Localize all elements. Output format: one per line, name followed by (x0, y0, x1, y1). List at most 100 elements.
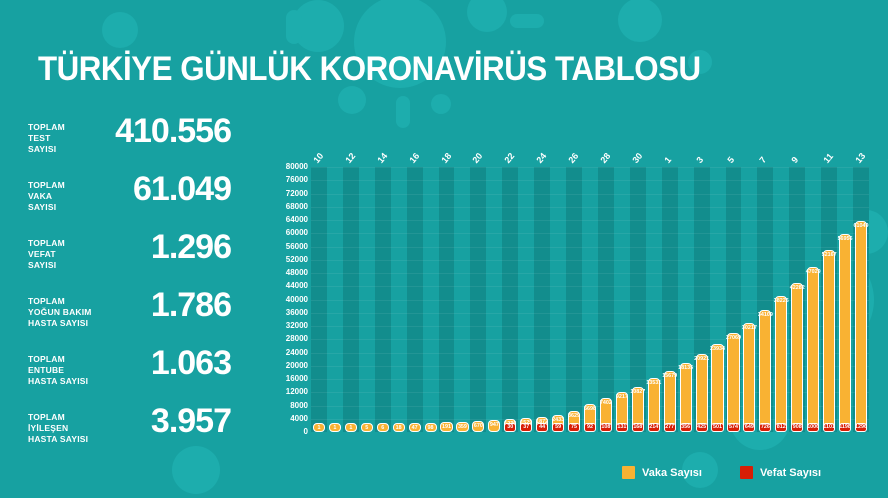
y-axis-tick: 40000 (285, 294, 308, 304)
case-bar-value: 3629 (568, 412, 581, 419)
x-axis-tick: 22 (502, 150, 517, 165)
death-bar: 812 (775, 423, 788, 432)
death-bar: 59 (552, 423, 565, 432)
case-bar-value: 38226 (773, 298, 789, 305)
case-bar-value: 5698 (583, 406, 596, 413)
gridline (311, 273, 869, 274)
death-bar-value: 131 (617, 424, 627, 430)
stat-card: TOPLAM YOĞUN BAKIM HASTA SAYISI 1.786 (28, 286, 253, 350)
stat-value: 410.556 (115, 112, 232, 150)
y-axis-tick: 76000 (285, 175, 308, 185)
case-bar-value: 5 (365, 424, 369, 431)
plot-stripe (502, 167, 519, 432)
stat-card: TOPLAM TEST SAYISI 410.556 (28, 112, 253, 176)
x-axis-tick: 16 (406, 150, 422, 165)
case-bar: 52167 (821, 250, 837, 432)
stat-card: TOPLAM ENTUBE HASTA SAYISI 1.063 (28, 344, 253, 408)
case-bar: 47 (408, 422, 421, 432)
case-bar: 38226 (773, 296, 789, 432)
y-axis-tick: 72000 (285, 188, 308, 198)
case-bar: 670 (472, 420, 485, 432)
x-axis-tick: 10 (311, 150, 326, 165)
gridline (311, 233, 869, 235)
gridline (311, 299, 869, 301)
death-bar: 92 (583, 423, 597, 432)
y-axis-tick: 52000 (285, 254, 308, 264)
plot-stripe (470, 167, 487, 432)
case-bar: 30217 (742, 322, 757, 432)
legend-item: Vaka Sayısı (622, 466, 702, 479)
death-bar: 75 (567, 423, 581, 432)
death-bar-value: 92 (586, 424, 593, 430)
death-bar-value: 1101 (823, 424, 835, 430)
death-bar-value: 1006 (807, 424, 820, 430)
case-bar: 98 (424, 422, 437, 432)
x-axis-tick: 13 (853, 150, 868, 165)
death-bar: 108 (599, 423, 612, 432)
case-bar: 42282 (790, 282, 805, 432)
gridline (311, 259, 869, 261)
gridline (311, 220, 869, 221)
death-bar-value: 1296 (855, 424, 868, 430)
stat-label: TOPLAM TEST SAYISI (28, 122, 65, 154)
stat-label: TOPLAM VEFAT SAYISI (28, 238, 65, 270)
death-bar-value: 726 (760, 424, 770, 430)
case-bar: 191 (440, 422, 453, 432)
case-bar-value: 34109 (757, 312, 773, 319)
case-bar: 27069 (726, 333, 741, 432)
y-axis-tick: 44000 (285, 281, 308, 291)
chart-legend: Vaka Sayısı Vefat Sayısı (622, 466, 821, 479)
stat-value: 3.957 (150, 402, 232, 440)
death-bar-value: 1198 (839, 424, 851, 430)
plot-stripe (661, 167, 678, 432)
plot-stripe (438, 167, 455, 432)
y-axis-tick: 68000 (285, 201, 308, 211)
death-bar: 30 (504, 423, 517, 432)
x-axis-tick: 7 (757, 154, 769, 165)
y-axis-tick: 64000 (285, 215, 308, 224)
case-bar-value: 52167 (821, 252, 837, 259)
y-axis: 0 4000 8000 12000 16000 20000 24000 28000 32000 3… (262, 163, 308, 436)
case-bar-value: 1 (349, 425, 353, 431)
case-bar: 56956 (838, 234, 853, 432)
stat-value: 1.786 (150, 286, 232, 324)
y-axis-tick: 56000 (285, 241, 308, 251)
plot-stripe (311, 167, 327, 432)
stat-card: TOPLAM İYİLEŞEN HASTA SAYISI 3.957 (28, 402, 253, 466)
death-bar-value: 44 (539, 424, 546, 430)
stat-label: TOPLAM ENTUBE HASTA SAYISI (28, 354, 89, 386)
x-axis: 10 12 14 16 18 20 22 24 26 28 30 1 3 5 7 9 11 13 15 (311, 140, 888, 167)
plot-stripe (629, 167, 646, 432)
death-bar: 425 (695, 423, 708, 432)
death-bar: 44 (536, 423, 549, 432)
y-axis-tick: 60000 (285, 228, 308, 238)
stat-card: TOPLAM VAKA SAYISI 61.049 (28, 170, 253, 234)
stat-value: 1.063 (150, 344, 232, 382)
death-bar-value: 214 (649, 424, 659, 430)
case-bar-value: 18135 (678, 364, 694, 371)
case-bar-value: 7402 (599, 400, 612, 407)
summary-stats-panel: TOPLAM TEST SAYISI 410.556 TOPLAM VAKA SAYISI 6… (28, 112, 253, 466)
case-bar: 6 (376, 422, 389, 432)
case-bar-value: 23934 (710, 345, 726, 352)
plot-stripe (342, 167, 359, 432)
case-bar: 359 (456, 421, 469, 432)
plot-stripe (566, 167, 583, 432)
y-axis-tick: 28000 (285, 334, 308, 344)
gridline (311, 392, 869, 394)
case-bar: 15679 (662, 371, 677, 432)
case-bar-value: 13531 (646, 380, 662, 387)
case-bar: 61049 (854, 220, 869, 432)
y-axis-tick: 36000 (285, 307, 308, 317)
x-axis-tick: 14 (375, 150, 390, 165)
death-bar-value: 812 (776, 424, 786, 430)
death-bar: 1296 (854, 423, 868, 432)
x-axis-tick: 28 (598, 150, 613, 165)
death-bar-value: 30 (507, 424, 514, 430)
stat-value: 61.049 (133, 170, 232, 208)
gridline (311, 167, 869, 168)
case-bar: 18 (392, 422, 405, 432)
y-axis-tick: 16000 (285, 374, 308, 383)
gridline (311, 193, 869, 195)
stat-label: TOPLAM VAKA SAYISI (28, 180, 65, 212)
